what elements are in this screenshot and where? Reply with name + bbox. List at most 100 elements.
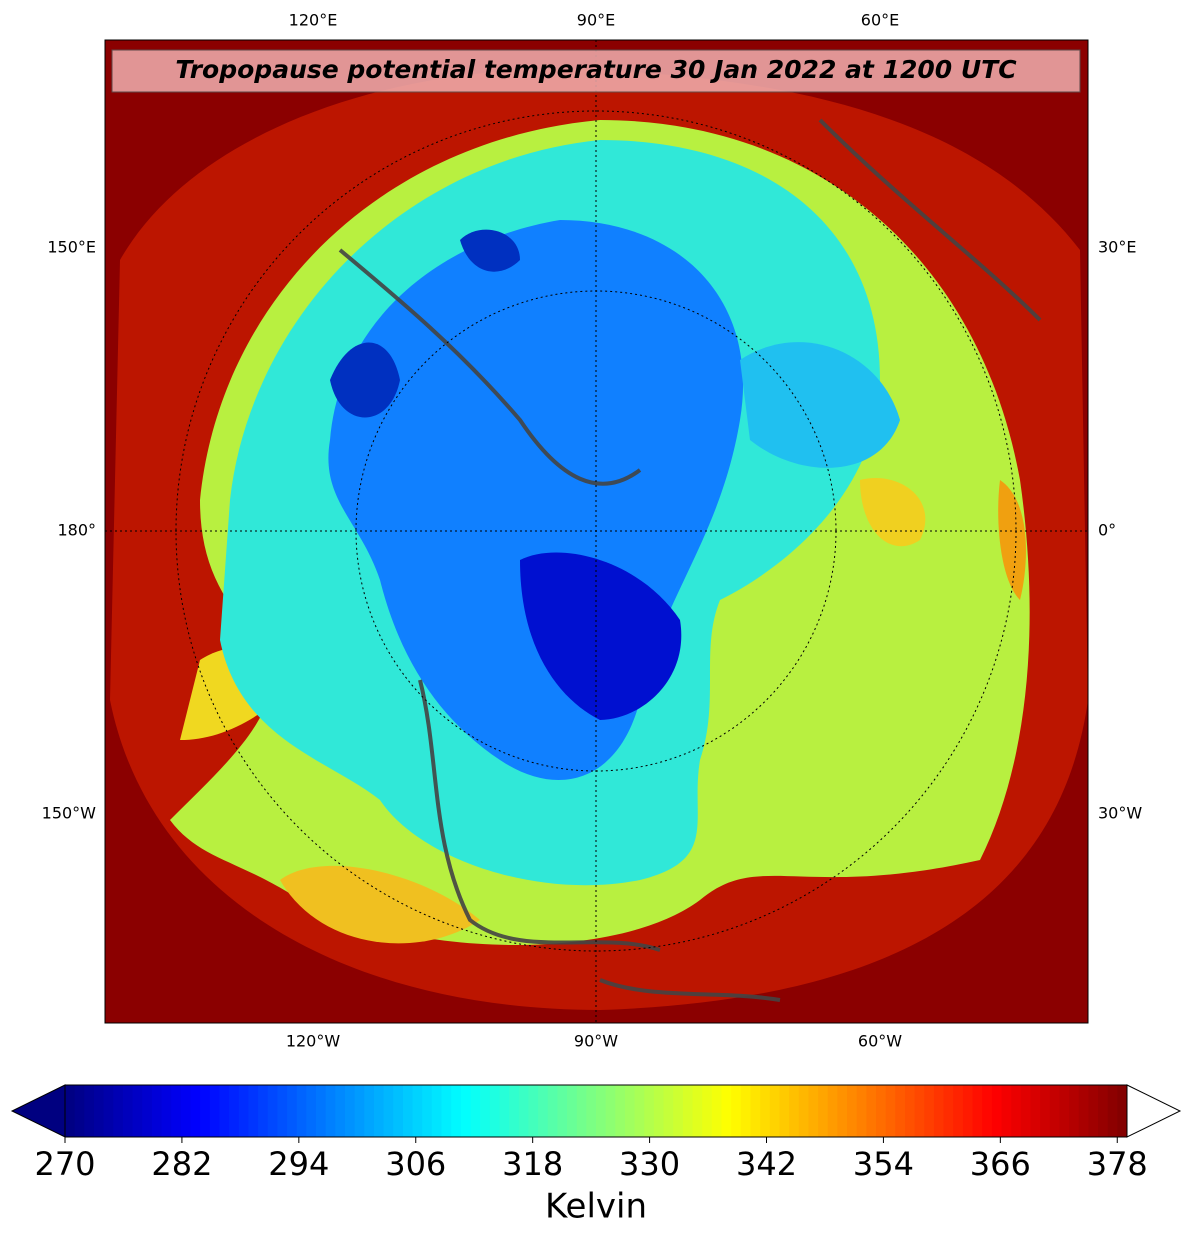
colorbar-swatch (402, 1085, 414, 1137)
colorbar-swatch (431, 1085, 443, 1137)
colorbar-swatch (509, 1085, 520, 1137)
colorbar-swatch (480, 1085, 491, 1137)
colorbar-swatch (547, 1085, 558, 1137)
colorbar-swatch (1059, 1085, 1070, 1137)
colorbar-swatch (885, 1085, 896, 1137)
colorbar-swatch (422, 1085, 433, 1137)
colorbar-swatch (335, 1085, 346, 1137)
lon-label: 90°W (574, 1032, 618, 1051)
colorbar-swatch (393, 1085, 404, 1137)
colorbar-swatch (624, 1085, 636, 1137)
colorbar-swatch (663, 1085, 674, 1137)
colorbar-swatch (653, 1085, 665, 1137)
colorbar-swatch (518, 1085, 530, 1137)
lon-label: 60°E (861, 11, 899, 30)
colorbar-swatch (1088, 1085, 1099, 1137)
colorbar-tick-label: 366 (970, 1145, 1031, 1183)
lon-label: 60°W (858, 1032, 902, 1051)
colorbar-swatch (180, 1085, 192, 1137)
colorbar-swatch (760, 1085, 771, 1137)
colorbar-swatch (596, 1085, 607, 1137)
colorbar-tick-label: 306 (385, 1145, 446, 1183)
colorbar-swatch (962, 1085, 974, 1137)
colorbar-swatch (538, 1085, 549, 1137)
colorbar-swatch (441, 1085, 452, 1137)
colorbar-swatch (808, 1085, 819, 1137)
colorbar-extend-high (1126, 1084, 1182, 1138)
colorbar-swatch (721, 1085, 732, 1137)
colorbar-swatch (576, 1085, 587, 1137)
colorbar-swatch (586, 1085, 597, 1137)
colorbar-swatch (991, 1085, 1003, 1137)
colorbar-swatch (460, 1085, 472, 1137)
colorbar-swatch (1078, 1085, 1089, 1137)
colorbar-swatch (895, 1085, 906, 1137)
colorbar-swatch (103, 1085, 114, 1137)
colorbar-swatch (306, 1085, 317, 1137)
lon-label: 0° (1098, 521, 1116, 540)
colorbar-swatch (258, 1085, 269, 1137)
colorbar-swatch (567, 1085, 578, 1137)
colorbar-swatch (953, 1085, 964, 1137)
colorbar-swatch (528, 1085, 539, 1137)
colorbar-swatch (1030, 1085, 1041, 1137)
colorbar-swatch (200, 1085, 211, 1137)
lon-label: 120°E (289, 11, 338, 30)
colorbar-swatch (673, 1085, 684, 1137)
lon-label: 150°E (47, 238, 96, 257)
map-frame (104, 39, 1089, 1024)
colorbar-swatch (325, 1085, 336, 1137)
colorbar-swatch (856, 1085, 867, 1137)
colorbar-swatch (65, 1085, 76, 1137)
colorbar-swatch (1117, 1085, 1128, 1137)
lon-label: 90°E (577, 11, 615, 30)
colorbar-extend-low (10, 1084, 66, 1138)
colorbar-swatch (1001, 1085, 1012, 1137)
map-title: Tropopause potential temperature 30 Jan … (175, 55, 1017, 84)
colorbar-tick-label: 330 (619, 1145, 680, 1183)
colorbar-swatch (74, 1085, 85, 1137)
colorbar-swatch (740, 1085, 752, 1137)
colorbar: 270 282 294 306 318 330 342 354 366 378 (10, 1084, 1182, 1183)
colorbar-swatch (489, 1085, 501, 1137)
colorbar-swatch (750, 1085, 761, 1137)
colorbar-swatch (789, 1085, 800, 1137)
lon-label: 30°E (1098, 238, 1136, 257)
colorbar-swatch (1020, 1085, 1032, 1137)
colorbar-swatch (84, 1085, 95, 1137)
colorbar-tick-label: 294 (268, 1145, 329, 1183)
colorbar-swatch (615, 1085, 626, 1137)
colorbar-swatch (644, 1085, 655, 1137)
colorbar-swatch (904, 1085, 916, 1137)
colorbar-swatch (837, 1085, 848, 1137)
colorbar-swatch (287, 1085, 298, 1137)
colorbar-swatch (933, 1085, 945, 1137)
colorbar-tick-label: 318 (502, 1145, 563, 1183)
colorbar-swatch (866, 1085, 877, 1137)
colorbar-swatch (267, 1085, 278, 1137)
colorbar-swatch (364, 1085, 375, 1137)
colorbar-swatch (731, 1085, 742, 1137)
colorbar-swatch (344, 1085, 356, 1137)
colorbar-swatch (219, 1085, 230, 1137)
colorbar-swatch (354, 1085, 365, 1137)
colorbar-swatch (451, 1085, 462, 1137)
colorbar-swatch (93, 1085, 105, 1137)
colorbar-swatch (238, 1085, 250, 1137)
colorbar-swatch (113, 1085, 124, 1137)
colorbar-swatch (779, 1085, 790, 1137)
colorbar-swatch (943, 1085, 954, 1137)
colorbar-swatch (499, 1085, 510, 1137)
colorbar-swatch (277, 1085, 288, 1137)
colorbar-swatch (1098, 1085, 1109, 1137)
colorbar-swatch (1069, 1085, 1080, 1137)
colorbar-swatch (1049, 1085, 1061, 1137)
colorbar-swatch (248, 1085, 259, 1137)
colorbar-swatch (875, 1085, 887, 1137)
colorbar-swatch (412, 1085, 423, 1137)
colorbar-swatch (711, 1085, 723, 1137)
colorbar-swatch (634, 1085, 645, 1137)
colorbar-tick-label: 378 (1087, 1145, 1148, 1183)
colorbar-tick-label: 342 (736, 1145, 797, 1183)
